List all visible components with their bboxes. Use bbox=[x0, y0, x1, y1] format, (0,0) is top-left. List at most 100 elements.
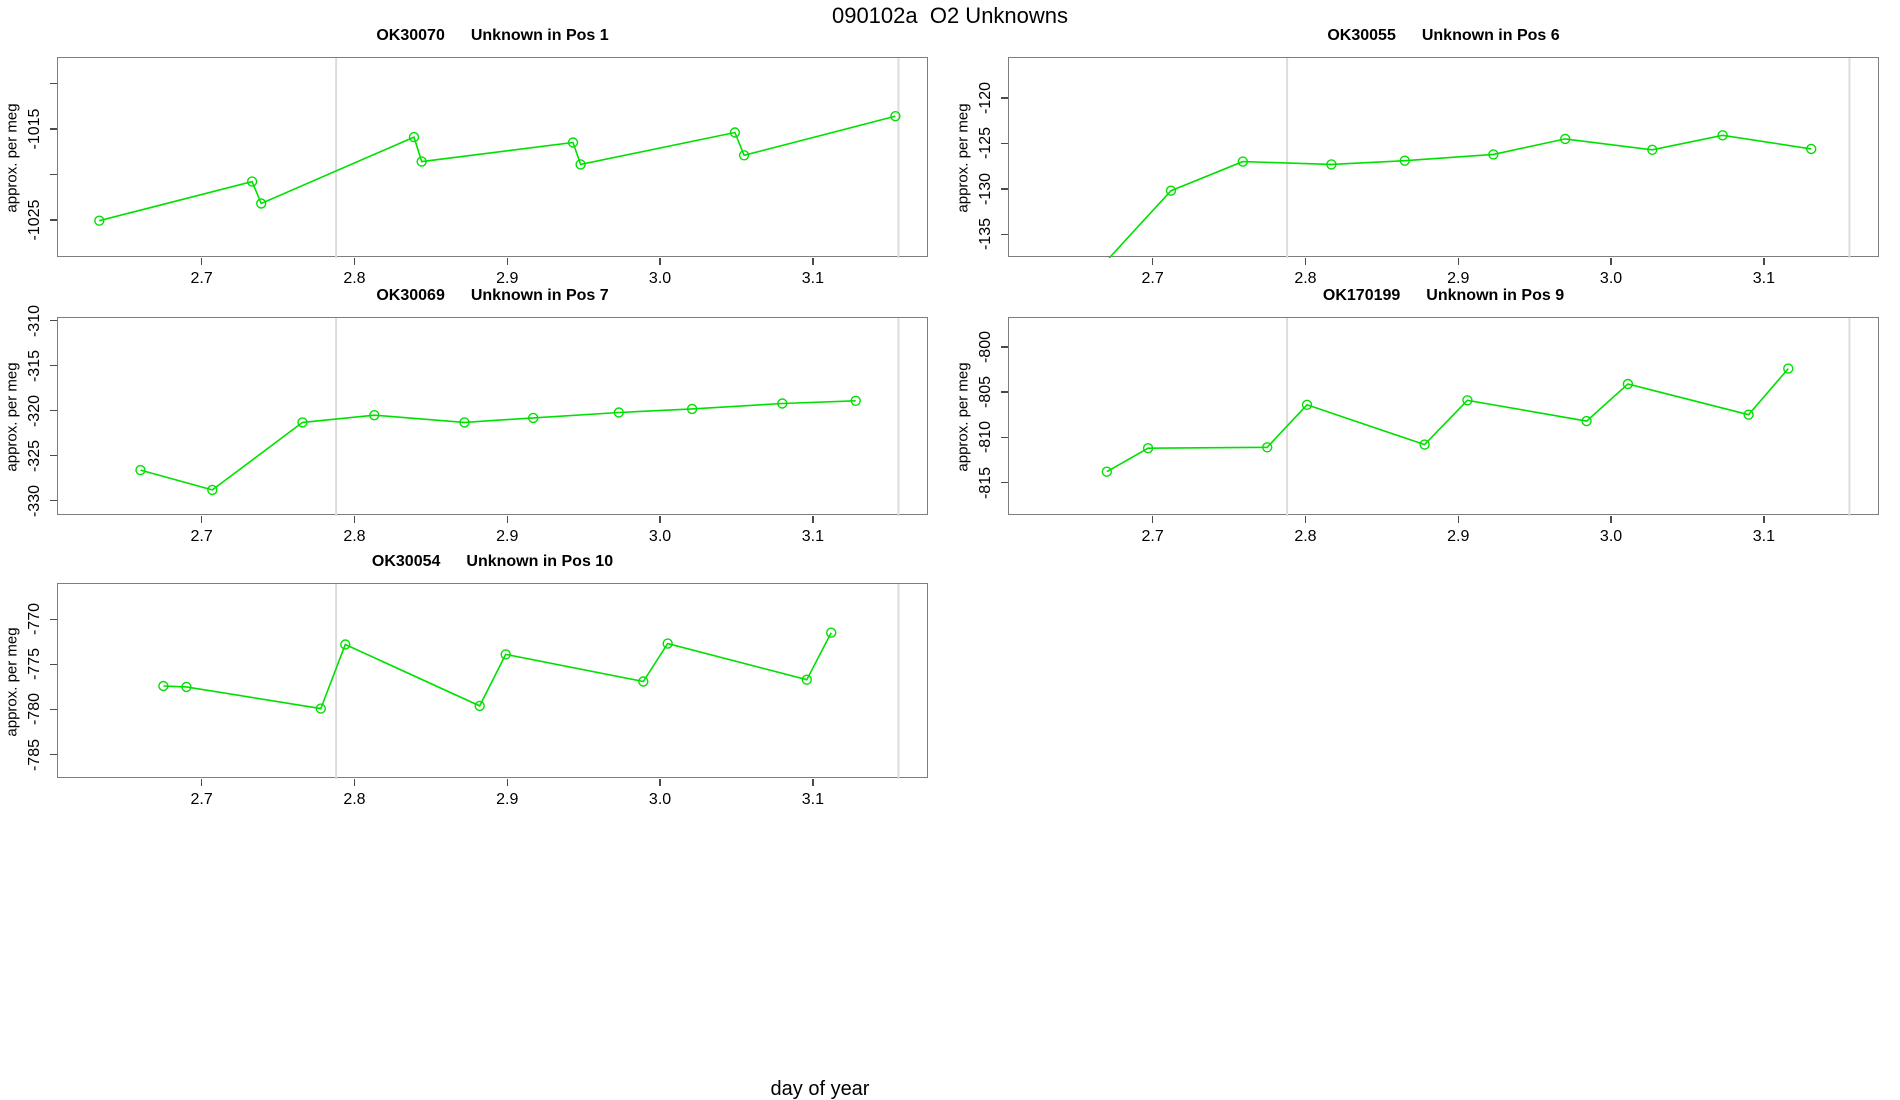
panel-title-sample: OK30055 bbox=[1327, 27, 1396, 44]
x-axis-tick bbox=[659, 516, 661, 523]
y-axis-tick-label: -775 bbox=[26, 648, 43, 681]
data-series-line bbox=[140, 400, 856, 491]
y-axis-tick-label: -770 bbox=[26, 603, 43, 636]
data-point-marker bbox=[246, 176, 258, 187]
data-point-marker bbox=[207, 484, 218, 496]
y-axis-tick-label: -320 bbox=[26, 394, 43, 427]
x-axis-tick-label: 2.8 bbox=[343, 528, 366, 545]
x-axis-tick-label: 3.0 bbox=[648, 791, 672, 808]
y-axis-title: approx. per meg bbox=[3, 626, 21, 737]
plot-area: -310 -315 -320 -325 -330 2.7 2.8 2.9 3.0 3.1 appro… bbox=[4, 305, 927, 545]
x-axis-tick bbox=[200, 779, 203, 786]
x-axis-tick-label: 2.8 bbox=[343, 270, 366, 287]
x-axis-tick bbox=[353, 258, 356, 265]
y-axis-title: approx. per meg bbox=[954, 103, 972, 213]
y-axis-tick-label: -780 bbox=[26, 693, 43, 726]
data-point-marker bbox=[1462, 395, 1473, 406]
x-axis-tick bbox=[1610, 258, 1612, 265]
data-point-marker bbox=[1262, 442, 1273, 453]
y-axis-tick-label: -325 bbox=[26, 439, 43, 472]
data-point-marker bbox=[567, 137, 579, 148]
x-axis-tick-label: 2.9 bbox=[1447, 528, 1470, 545]
x-axis-tick-label: 2.8 bbox=[1294, 528, 1317, 545]
y-axis-tick-label: -800 bbox=[977, 330, 994, 363]
x-axis-tick bbox=[506, 258, 508, 265]
y-axis-tick-label: -315 bbox=[26, 349, 43, 382]
data-point-marker bbox=[1783, 363, 1794, 374]
x-axis-tick-label: 3.0 bbox=[1599, 270, 1623, 287]
data-point-marker bbox=[1326, 159, 1337, 170]
panel-title-sample: OK30069 bbox=[376, 287, 445, 304]
data-point-marker bbox=[1142, 442, 1154, 454]
data-point-marker bbox=[850, 395, 861, 407]
x-axis-tick bbox=[353, 779, 356, 786]
data-point-marker bbox=[890, 111, 901, 122]
y-axis-tick bbox=[49, 219, 57, 221]
y-axis-tick bbox=[49, 500, 57, 502]
data-point-marker bbox=[826, 627, 837, 638]
plot-area: -770 -775 -780 -785 2.7 2.8 2.9 3.0 3.1 approx. p… bbox=[4, 584, 927, 808]
x-axis-tick bbox=[812, 516, 814, 523]
x-axis-tick bbox=[1151, 258, 1154, 265]
panel-ok30054-pos10: OK30054 Unknown in Pos 10 -770 -775 -780 -7… bbox=[4, 553, 928, 808]
data-point-marker bbox=[1622, 378, 1634, 390]
data-point-marker bbox=[662, 638, 673, 649]
panel-title: OK30069 Unknown in Pos 7 bbox=[58, 287, 927, 305]
x-axis-tick-label: 3.1 bbox=[801, 528, 824, 545]
y-axis-tick bbox=[1000, 436, 1008, 439]
x-axis-tick bbox=[506, 516, 508, 523]
x-axis-tick-label: 2.9 bbox=[1447, 270, 1470, 287]
data-point-marker bbox=[408, 131, 420, 143]
data-point-marker bbox=[1237, 156, 1249, 167]
x-axis-tick-label: 2.8 bbox=[1294, 270, 1317, 287]
data-point-marker bbox=[181, 681, 192, 693]
x-axis-tick-label: 2.7 bbox=[190, 270, 213, 287]
panel-plot-svg bbox=[158, 584, 900, 779]
x-axis-label: day of year bbox=[770, 1078, 870, 1100]
data-point-marker bbox=[801, 674, 812, 685]
data-point-marker bbox=[1647, 144, 1658, 156]
y-axis-tick-label: -120 bbox=[977, 81, 994, 115]
y-axis-tick-label: -810 bbox=[977, 421, 994, 454]
y-axis-tick-label: -135 bbox=[977, 218, 994, 251]
panel-title-pos: Unknown in Pos 1 bbox=[470, 27, 609, 44]
y-axis-tick bbox=[49, 618, 57, 620]
y-axis-tick bbox=[49, 410, 57, 412]
x-axis-tick bbox=[200, 516, 203, 523]
y-axis-tick bbox=[49, 708, 57, 711]
x-axis-tick-label: 3.0 bbox=[648, 270, 672, 287]
data-series-line bbox=[99, 115, 896, 222]
data-series-line bbox=[1108, 134, 1812, 258]
x-axis-tick bbox=[1763, 258, 1765, 265]
panel-ok30070-pos1: OK30070 Unknown in Pos 1 -1015 -1025 2.7 2.… bbox=[4, 27, 928, 287]
data-point-marker bbox=[340, 639, 351, 650]
y-axis-tick bbox=[49, 663, 57, 666]
y-axis-tick-label: -1015 bbox=[26, 108, 43, 150]
x-axis-tick-label: 2.7 bbox=[190, 528, 213, 545]
data-point-marker bbox=[1399, 155, 1410, 166]
y-axis-tick bbox=[1000, 481, 1008, 484]
data-point-marker bbox=[613, 407, 624, 418]
y-axis-tick-label: -805 bbox=[977, 376, 994, 409]
x-axis-tick bbox=[812, 258, 814, 265]
y-axis-title: approx. per meg bbox=[3, 103, 21, 213]
data-point-marker bbox=[1301, 399, 1313, 411]
y-axis-tick-label: -785 bbox=[26, 738, 43, 771]
panel-title: OK30070 Unknown in Pos 1 bbox=[58, 27, 927, 45]
y-axis-tick bbox=[49, 128, 57, 130]
y-axis-tick-label: -330 bbox=[26, 484, 43, 517]
x-axis-tick bbox=[659, 258, 661, 265]
x-axis-tick bbox=[506, 779, 508, 786]
x-axis-tick bbox=[1151, 516, 1154, 523]
data-point-marker bbox=[255, 198, 267, 209]
panel-title-pos: Unknown in Pos 7 bbox=[470, 287, 609, 304]
y-axis-tick-label: -125 bbox=[977, 127, 994, 160]
panel-title-pos: Unknown in Pos 9 bbox=[1426, 287, 1565, 304]
panel-plot-svg bbox=[1108, 58, 1851, 258]
y-axis-title: approx. per meg bbox=[3, 362, 21, 472]
panel-plot-svg bbox=[1101, 318, 1851, 516]
y-axis-tick bbox=[1000, 233, 1008, 236]
data-point-marker bbox=[459, 417, 470, 428]
data-point-marker bbox=[1101, 466, 1113, 477]
